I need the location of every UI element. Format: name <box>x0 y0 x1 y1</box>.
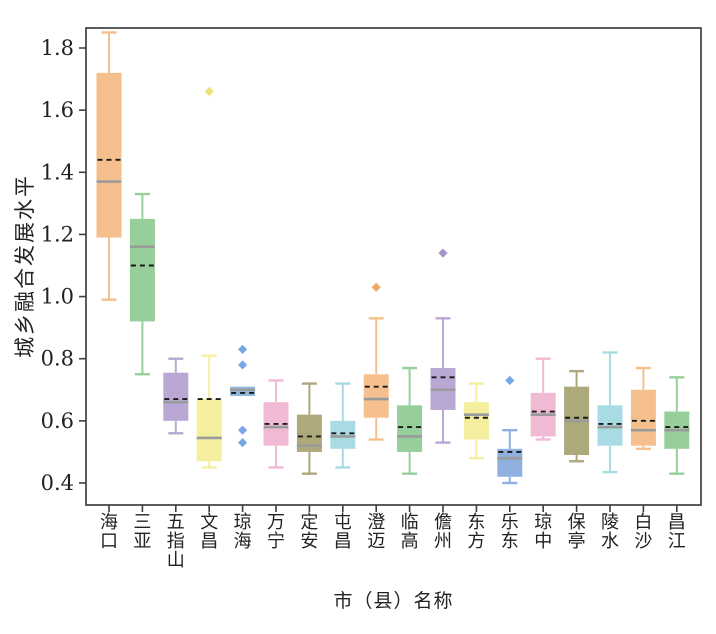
box-group-3 <box>196 86 222 469</box>
outlier-diamond <box>438 248 448 258</box>
x-category-label: 琼海 <box>234 512 252 552</box>
box-group-15 <box>597 351 623 474</box>
box <box>597 405 623 446</box>
x-category-label: 澄迈 <box>367 512 385 552</box>
box <box>330 420 356 449</box>
box-group-2 <box>163 357 189 435</box>
x-category-label: 五指山 <box>167 512 185 571</box>
box <box>463 402 489 440</box>
x-category-label: 三亚 <box>133 512 151 552</box>
x-category-label: 白沙 <box>634 512 652 552</box>
y-tick-label: 0.6 <box>41 409 74 433</box>
x-category-label: 文昌 <box>200 512 218 552</box>
x-category-label: 乐东 <box>501 512 519 552</box>
x-category-label: 屯昌 <box>334 512 352 552</box>
box-group-13 <box>530 357 556 441</box>
x-category-label: 定安 <box>300 512 318 552</box>
x-category-label: 临高 <box>401 512 419 552</box>
box <box>129 218 155 322</box>
box <box>630 389 656 446</box>
outlier-diamond <box>238 344 248 354</box>
box <box>497 448 523 477</box>
box <box>163 372 189 421</box>
x-category-label: 海口 <box>100 512 118 552</box>
y-tick-label: 1.4 <box>41 160 74 184</box>
box-group-14 <box>564 369 590 463</box>
x-category-label: 昌江 <box>668 512 686 552</box>
plot-frame <box>85 27 702 506</box>
box-group-9 <box>397 366 423 475</box>
y-tick-label: 1.0 <box>41 285 74 309</box>
outlier-diamond <box>204 86 214 97</box>
x-axis-title: 市（县）名称 <box>333 590 454 612</box>
x-category-label: 儋州 <box>434 512 452 552</box>
box-group-0 <box>96 31 122 301</box>
box-group-10 <box>430 248 456 444</box>
outlier-diamond <box>238 425 248 435</box>
box-group-7 <box>330 382 356 469</box>
x-category-label: 保亭 <box>568 512 586 552</box>
box-group-12 <box>497 375 523 485</box>
y-tick-label: 1.2 <box>41 222 74 246</box>
box <box>397 405 423 452</box>
x-category-label: 陵水 <box>601 512 619 552</box>
y-tick-label: 1.8 <box>41 36 74 60</box>
box-group-8 <box>363 282 389 441</box>
y-axis-title: 城乡融合发展水平 <box>13 174 37 358</box>
box <box>230 386 256 396</box>
box <box>96 72 122 238</box>
outlier-diamond <box>371 282 381 292</box>
y-tick-label: 0.8 <box>41 347 74 371</box>
box <box>196 399 222 462</box>
box-group-1 <box>129 192 155 376</box>
y-tick-label: 0.4 <box>41 471 74 495</box>
x-category-label: 东方 <box>467 512 485 552</box>
x-category-label: 万宁 <box>267 512 285 552</box>
outlier-diamond <box>505 375 515 386</box>
box-group-5 <box>263 379 289 469</box>
box-group-16 <box>630 366 656 451</box>
x-category-label: 琼中 <box>534 512 552 552</box>
box-group-11 <box>463 382 489 460</box>
y-tick-label: 1.6 <box>41 98 74 122</box>
box-group-6 <box>296 382 322 475</box>
box-group-17 <box>664 376 690 475</box>
outlier-diamond <box>238 438 248 448</box>
outlier-diamond <box>238 360 248 370</box>
box-group-4 <box>230 344 256 448</box>
box <box>363 374 389 418</box>
